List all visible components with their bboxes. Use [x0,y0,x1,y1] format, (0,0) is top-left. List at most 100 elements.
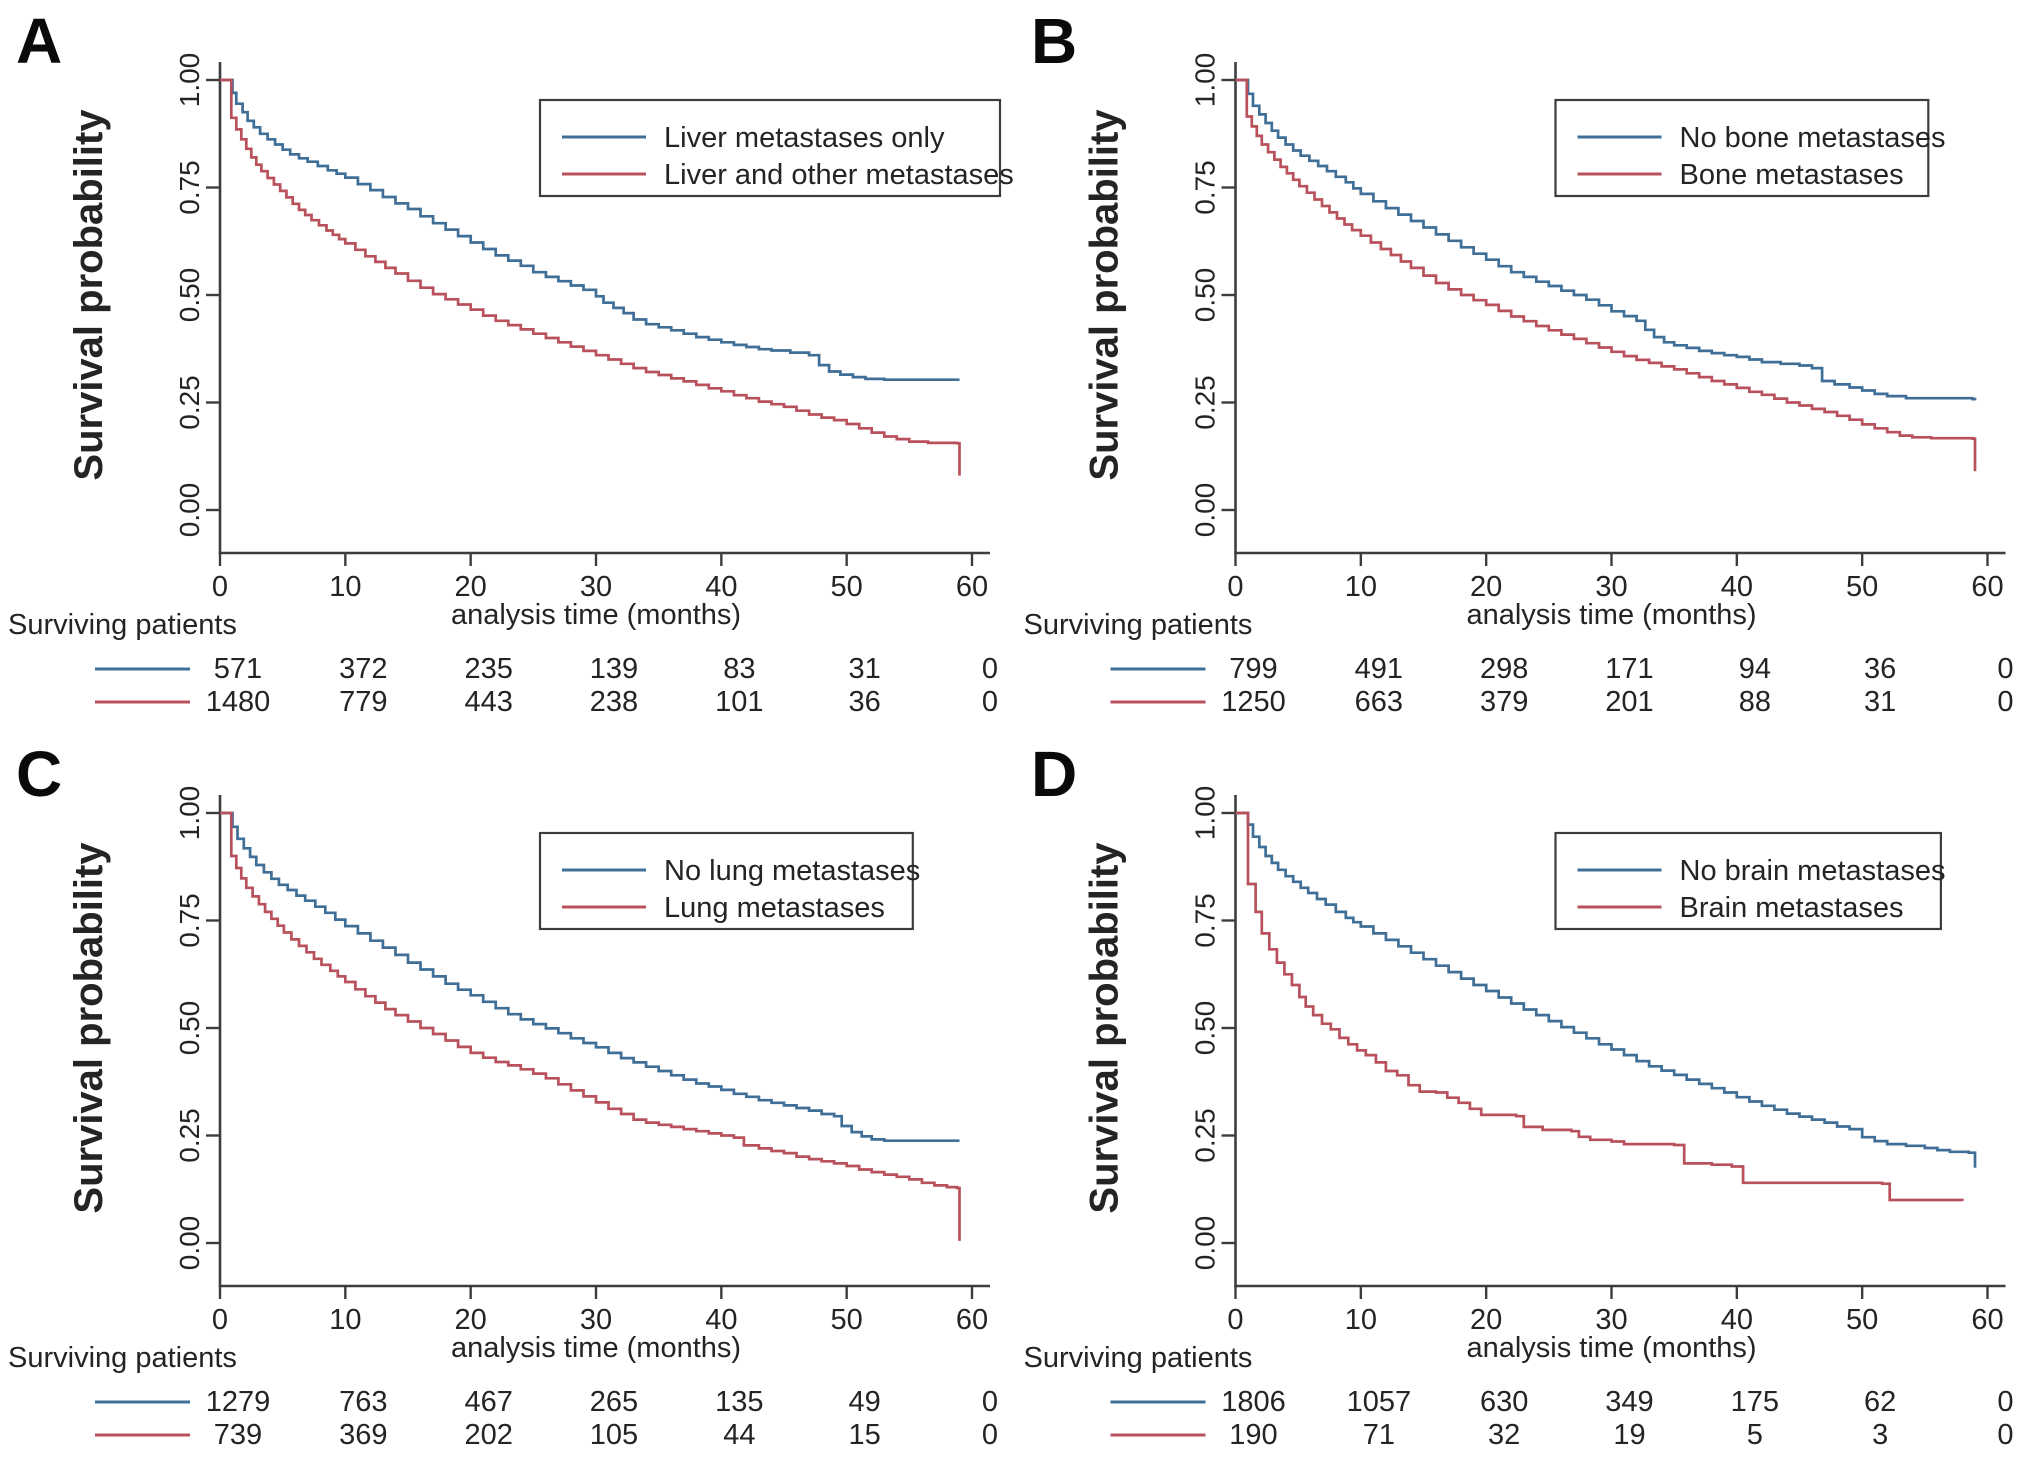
risk-count-liver-and-other-metastases-t30: 238 [590,686,638,718]
risk-count-liver-metastases-only-t0: 571 [214,653,262,685]
y-tick-label: 1.00 [174,786,205,841]
x-tick-label: 50 [831,571,863,603]
x-tick-label: 40 [705,571,737,603]
panel-letter-d: D [1031,738,1079,810]
y-tick-label: 0.75 [1189,893,1220,948]
risk-count-brain-metastases-t60: 0 [1997,1419,2013,1451]
y-tick-label: 0.00 [174,483,205,538]
panel-letter-a: A [16,5,64,77]
risk-table-label: Surviving patients [8,609,237,641]
risk-count-liver-and-other-metastases-t0: 1480 [206,686,271,718]
km-curve-no-lung-metastases [220,811,960,1143]
x-tick-label: 50 [1846,571,1878,603]
risk-count-liver-metastases-only-t50: 31 [849,653,881,685]
risk-count-no-lung-metastases-t30: 265 [590,1386,638,1418]
y-tick-label: 0.50 [174,268,205,323]
risk-count-no-bone-metastases-t30: 171 [1605,653,1653,685]
risk-count-liver-metastases-only-t30: 139 [590,653,638,685]
y-tick-label: 0.50 [1189,268,1220,323]
risk-count-no-brain-metastases-t50: 62 [1864,1386,1896,1418]
risk-count-bone-metastases-t20: 379 [1480,686,1528,718]
risk-count-bone-metastases-t10: 663 [1355,686,1403,718]
y-tick-label: 0.75 [174,893,205,948]
risk-count-liver-and-other-metastases-t20: 443 [464,686,512,718]
risk-count-no-brain-metastases-t60: 0 [1997,1386,2013,1418]
y-axis-title: Survival probability [1083,842,1127,1214]
km-curve-brain-metastases [1235,811,1964,1202]
legend-box [1554,831,1942,931]
panel-c: C 0.00 0.25 0.50 0.75 1.00 0 10 20 30 40 50 60 Survi… [0,733,1015,1466]
x-tick-label: 40 [1721,571,1753,603]
legend-label-brain-metastases: Brain metastases [1680,892,1904,924]
legend-label-no-bone-metastases: No bone metastases [1680,122,1946,154]
risk-count-bone-metastases-t0: 1250 [1221,686,1286,718]
risk-count-no-bone-metastases-t20: 298 [1480,653,1528,685]
km-curve-no-brain-metastases [1235,811,1977,1168]
risk-count-no-lung-metastases-t40: 135 [715,1386,763,1418]
km-curve-no-bone-metastases [1235,78,1977,401]
risk-count-brain-metastases-t50: 3 [1872,1419,1888,1451]
x-tick-label: 0 [1227,571,1243,603]
km-chart-a: 0.00 0.25 0.50 0.75 1.00 0 10 20 30 40 50 60 Surviva… [8,53,1014,718]
x-tick-label: 30 [1595,571,1627,603]
y-tick-label: 1.00 [1189,53,1220,108]
x-tick-label: 0 [1227,1304,1243,1336]
risk-count-liver-and-other-metastases-t40: 101 [715,686,763,718]
risk-count-no-bone-metastases-t60: 0 [1997,653,2013,685]
x-tick-label: 20 [1470,1304,1502,1336]
y-tick-label: 0.50 [174,1001,205,1056]
x-axis-title: analysis time (months) [451,599,741,631]
km-curve-bone-metastases [1235,78,1977,472]
y-axis-title: Survival probability [1083,109,1127,481]
km-chart-c: 0.00 0.25 0.50 0.75 1.00 0 10 20 30 40 50 60 Surviva… [8,786,998,1451]
x-tick-label: 50 [1846,1304,1878,1336]
y-tick-label: 0.25 [1189,375,1220,430]
y-tick-label: 0.25 [1189,1108,1220,1163]
risk-count-liver-metastases-only-t10: 372 [339,653,387,685]
risk-count-no-bone-metastases-t40: 94 [1739,653,1771,685]
risk-count-no-lung-metastases-t50: 49 [849,1386,881,1418]
y-axis-title: Survival probability [67,842,111,1214]
risk-table-label: Surviving patients [1024,609,1253,641]
risk-count-liver-metastases-only-t60: 0 [982,653,998,685]
x-tick-label: 40 [705,1304,737,1336]
x-tick-label: 10 [1345,571,1377,603]
legend-box [538,98,1002,198]
legend-box [538,831,914,931]
km-curve-liver-metastases-only [220,78,960,382]
legend-label-liver-metastases-only: Liver metastases only [664,122,945,154]
x-tick-label: 30 [580,1304,612,1336]
risk-count-no-bone-metastases-t50: 36 [1864,653,1896,685]
risk-count-lung-metastases-t10: 369 [339,1419,387,1451]
x-tick-label: 20 [455,1304,487,1336]
x-axis-title: analysis time (months) [1466,599,1756,631]
risk-count-lung-metastases-t40: 44 [723,1419,755,1451]
y-tick-label: 0.75 [174,160,205,215]
risk-table-label: Surviving patients [8,1342,237,1374]
panel-letter-b: B [1031,5,1079,77]
risk-count-brain-metastases-t40: 5 [1747,1419,1763,1451]
km-curve-lung-metastases [220,811,961,1241]
y-tick-label: 0.00 [174,1216,205,1271]
x-tick-label: 0 [212,1304,228,1336]
risk-count-liver-metastases-only-t20: 235 [464,653,512,685]
legend-label-bone-metastases: Bone metastases [1680,159,1904,191]
x-tick-label: 60 [1971,1304,2003,1336]
x-tick-label: 60 [956,1304,988,1336]
risk-count-brain-metastases-t0: 190 [1229,1419,1277,1451]
risk-count-bone-metastases-t60: 0 [1997,686,2013,718]
y-tick-label: 0.00 [1189,1216,1220,1271]
risk-table-label: Surviving patients [1024,1342,1253,1374]
legend-label-liver-and-other-metastases: Liver and other metastases [664,159,1014,191]
legend-label-lung-metastases: Lung metastases [664,892,885,924]
y-tick-label: 0.50 [1189,1001,1220,1056]
x-tick-label: 10 [329,571,361,603]
risk-count-no-brain-metastases-t40: 175 [1731,1386,1779,1418]
risk-count-brain-metastases-t10: 71 [1363,1419,1395,1451]
risk-count-no-brain-metastases-t10: 1057 [1347,1386,1412,1418]
risk-count-lung-metastases-t60: 0 [982,1419,998,1451]
legend-label-no-brain-metastases: No brain metastases [1680,855,1946,887]
x-tick-label: 10 [329,1304,361,1336]
x-tick-label: 30 [580,571,612,603]
